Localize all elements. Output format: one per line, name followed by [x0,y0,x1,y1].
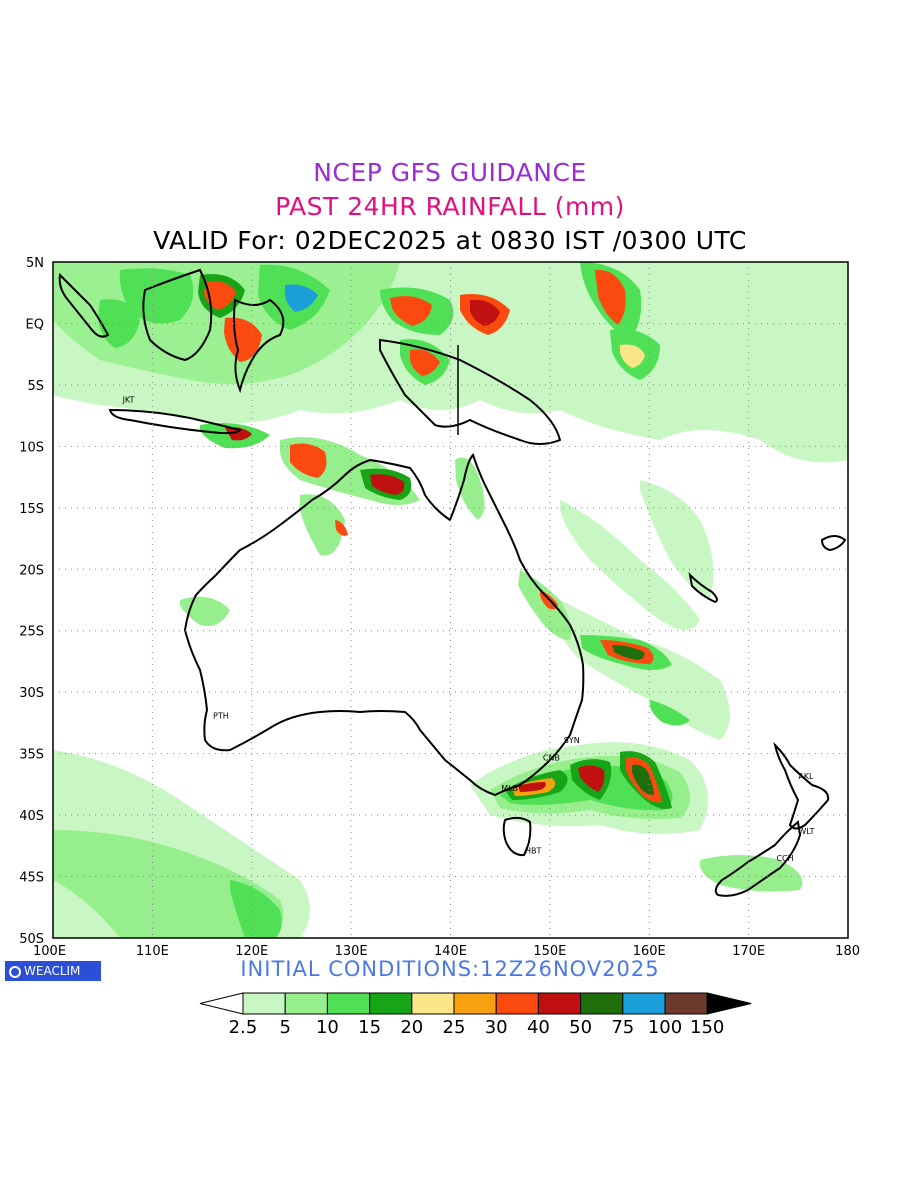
colorbar-label: 40 [527,1017,550,1038]
city-label: CCH [776,854,793,863]
lat-tick-label: 25S [19,625,44,640]
colorbar-label: 25 [443,1017,466,1038]
lat-tick-label: 40S [19,809,44,824]
colorbar-swatch [411,992,455,1015]
city-label: WLT [798,827,814,836]
lat-tick-label: 30S [19,686,44,701]
lat-tick-label: 5S [27,379,44,394]
colorbar-swatch [537,992,582,1015]
colorbar-low-arrow [199,992,244,1015]
lon-tick-label: 170E [732,944,765,959]
coastlines [58,268,847,897]
colorbar-label: 5 [279,1017,290,1038]
title-line-2: PAST 24HR RAINFALL (mm) [275,192,625,221]
lat-tick-label: 15S [19,502,44,517]
city-label: JKT [122,396,135,405]
map-frame [52,261,849,939]
colorbar-label: 10 [316,1017,339,1038]
initial-conditions: INITIAL CONDITIONS:12Z26NOV2025 [240,957,660,981]
colorbar-label: 50 [569,1017,592,1038]
lat-tick-label: 45S [19,871,44,886]
city-labels: JKT PTH SYN CNB MLB HBT AKL WLT CCH [122,396,815,863]
colorbar-label: 2.5 [229,1017,258,1038]
city-label: SYN [564,736,580,745]
colorbar-swatch [664,992,708,1015]
colorbar-label: 150 [690,1017,724,1038]
colorbar-swatch [242,992,286,1015]
title-line-1: NCEP GFS GUIDANCE [313,158,587,187]
colorbar-label: 30 [485,1017,508,1038]
colorbar-swatch [369,992,413,1015]
city-label: HBT [525,847,542,856]
colorbar-swatch [284,992,328,1015]
colorbar-label: 15 [358,1017,381,1038]
lon-tick-label: 130E [335,944,368,959]
lat-tick-label: EQ [26,317,44,332]
logo-ring-icon [9,965,21,978]
lon-tick-label: 180 [835,944,860,959]
colorbar: 2.5 5 10 15 20 25 30 40 50 75 100 150 [199,992,752,1038]
colorbar-label: 20 [400,1017,423,1038]
rainfall-shading [53,262,848,938]
lat-tick-label: 35S [19,748,44,763]
lat-tick-label: 5N [26,256,44,271]
city-label: MLB [501,784,518,793]
colorbar-swatch [453,992,497,1015]
lat-tick-label: 50S [19,932,44,947]
lon-tick-label: 160E [633,944,666,959]
colorbar-label: 75 [611,1017,634,1038]
lon-tick-label: 140E [434,944,467,959]
weaclim-logo: WEACLIM [5,961,101,981]
city-label: CNB [543,753,560,762]
city-label: PTH [213,712,229,721]
lat-tick-label: 20S [19,563,44,578]
lon-tick-label: 150E [533,944,566,959]
axis-labels: 100E 110E 120E 130E 140E 150E 160E 170E 180 5N EQ 5… [19,256,860,959]
lon-tick-label: 110E [136,944,169,959]
city-label: AKL [798,772,814,781]
lon-tick-label: 100E [33,944,66,959]
colorbar-swatch [495,992,539,1015]
gridlines [53,262,848,938]
colorbar-high-arrow [706,992,752,1015]
colorbar-swatch [622,992,666,1015]
colorbar-label: 100 [648,1017,682,1038]
lon-tick-label: 120E [235,944,268,959]
colorbar-swatch [326,992,371,1015]
valid-time-line: VALID For: 02DEC2025 at 0830 IST /0300 U… [153,226,747,255]
colorbar-swatch [580,992,624,1015]
lat-tick-label: 10S [19,440,44,455]
